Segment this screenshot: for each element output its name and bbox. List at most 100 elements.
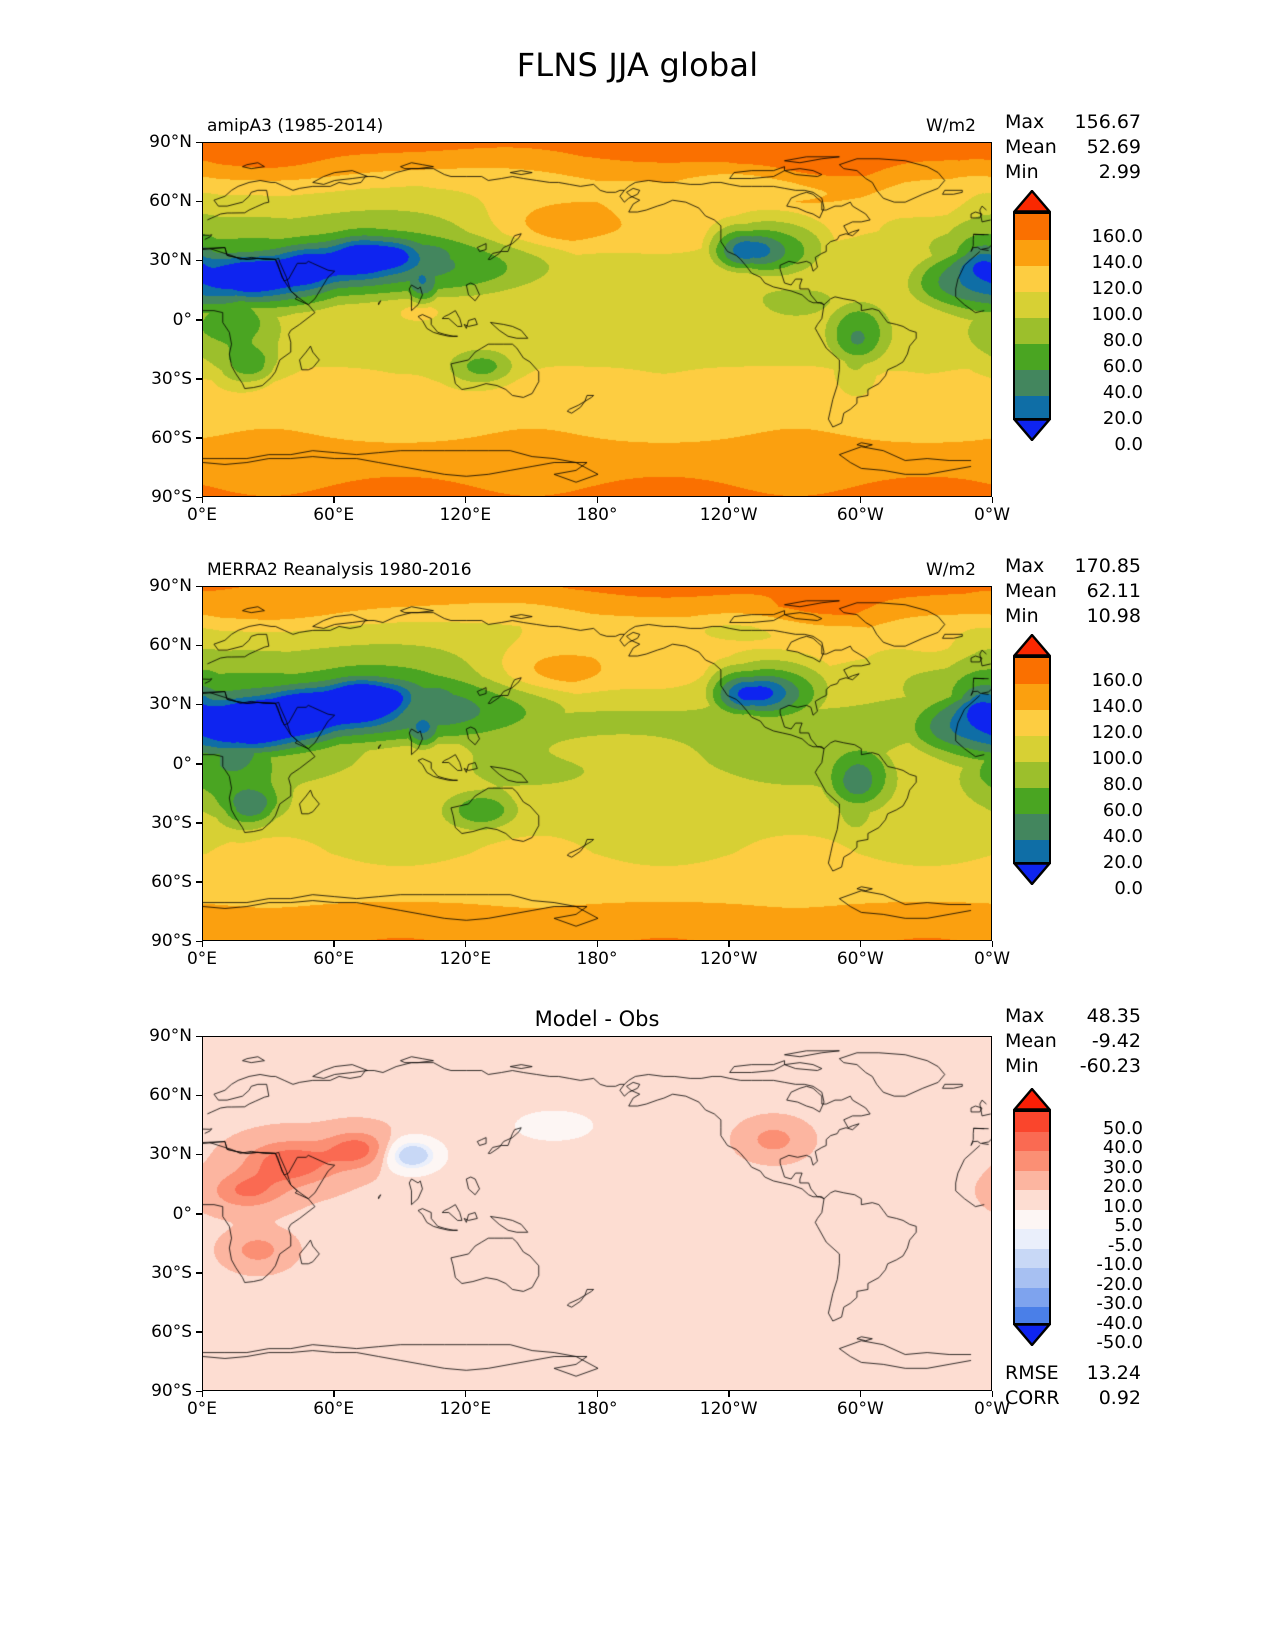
stat-row-mean: Mean 62.11: [1005, 579, 1141, 604]
y-tick-mark: [196, 881, 202, 883]
x-tick-mark: [464, 497, 467, 503]
colorbar-tick-label: 160.0: [1091, 670, 1143, 691]
footer-stat-value-rmse: 13.24: [1086, 1361, 1141, 1384]
footer-stat-label-rmse: RMSE: [1005, 1361, 1059, 1384]
y-tick-mark: [196, 1390, 202, 1392]
x-tick-label: 60°E: [313, 1399, 355, 1419]
y-tick-label: 30°N: [149, 250, 192, 271]
x-tick-mark: [464, 941, 467, 947]
y-tick-label: 60°S: [151, 1321, 192, 1342]
colorbar-tick-label: 120.0: [1091, 722, 1143, 743]
colorbar-tick-label: 80.0: [1102, 330, 1143, 351]
colorbar-tick-label: -20.0: [1096, 1273, 1143, 1295]
stat-row-max: Max 156.67: [1005, 110, 1141, 135]
x-tick-label: 120°W: [699, 949, 758, 969]
colorbar-tick-label: 0.0: [1114, 878, 1143, 899]
x-tick-mark: [728, 497, 730, 503]
colorbar-segment: [1015, 318, 1049, 344]
y-tick-label: 90°S: [151, 487, 192, 507]
colorbar-tick-label: 40.0: [1102, 826, 1143, 847]
y-tick-mark: [196, 378, 202, 380]
y-tick-mark: [196, 822, 202, 824]
colorbar-tick-label: 140.0: [1091, 252, 1143, 273]
y-tick-mark: [196, 763, 202, 765]
y-tick-label: 30°N: [149, 694, 192, 715]
colorbar-tick-label: 100.0: [1091, 304, 1143, 325]
map-difference: [202, 1036, 992, 1391]
colorbar-segment: [1015, 788, 1049, 814]
panel-title-obs: MERRA2 Reanalysis 1980-2016: [207, 560, 472, 580]
map-canvas-model: [203, 143, 991, 496]
x-tick-label: 0°E: [186, 505, 218, 525]
x-tick-label: 180°: [576, 1399, 618, 1419]
stat-row-mean: Mean -9.42: [1005, 1029, 1141, 1054]
y-tick-label: 30°N: [149, 1144, 192, 1165]
footer-stat-value-corr: 0.92: [1098, 1386, 1141, 1409]
colorbar-extend-top-icon: [1011, 1087, 1053, 1111]
y-tick-label: 60°N: [149, 1085, 192, 1106]
y-tick-mark: [196, 1094, 202, 1097]
colorbar-segment: [1015, 214, 1049, 240]
colorbar-tick-label: 30.0: [1102, 1156, 1143, 1178]
colorbar-segment: [1015, 762, 1049, 788]
colorbar-tick-label: 40.0: [1102, 1137, 1143, 1158]
figure-title: FLNS JJA global: [516, 46, 759, 84]
colorbar-tick-label: 140.0: [1091, 696, 1143, 717]
x-tick-mark: [333, 1391, 335, 1397]
x-tick-mark: [991, 497, 993, 503]
y-tick-label: 30°S: [151, 812, 192, 833]
colorbar-extend-bottom-icon: [1011, 1322, 1053, 1347]
y-tick-mark: [196, 319, 202, 321]
x-tick-mark: [596, 497, 598, 503]
y-tick-label: 0°: [172, 753, 192, 774]
colorbar-segment: [1015, 396, 1049, 418]
stat-row-min: Min 2.99: [1005, 160, 1141, 185]
y-tick-label: 60°S: [151, 427, 192, 448]
colorbar-segment: [1015, 1170, 1049, 1190]
colorbar-tick-label: 160.0: [1091, 226, 1143, 247]
colorbar-segment: [1015, 292, 1049, 318]
colorbar-tick-label: 100.0: [1091, 748, 1143, 769]
y-tick-label: 0°: [172, 309, 192, 330]
x-tick-label: 0°E: [186, 949, 218, 969]
y-tick-label: 30°S: [151, 1262, 192, 1283]
stat-label-min: Min: [1005, 161, 1039, 183]
y-tick-label: 90°S: [151, 1381, 192, 1401]
y-tick-mark: [196, 1331, 202, 1333]
stat-row-mean: Mean 52.69: [1005, 135, 1141, 160]
x-tick-mark: [333, 941, 335, 947]
colorbar-segment: [1015, 1190, 1049, 1210]
colorbar-extend-bottom-icon: [1011, 418, 1053, 442]
x-tick-mark: [991, 1391, 993, 1397]
y-tick-mark: [196, 644, 202, 647]
x-tick-label: 0°W: [973, 949, 1011, 969]
colorbar-tick-label: 60.0: [1102, 356, 1143, 377]
colorbar-segment: [1015, 710, 1049, 736]
stat-label-max: Max: [1005, 1005, 1045, 1027]
colorbar-tick-label: -5.0: [1107, 1234, 1143, 1256]
stat-value-max: 48.35: [1086, 1005, 1141, 1027]
x-tick-label: 120°E: [439, 1399, 492, 1419]
colorbar-tick-label: 40.0: [1102, 382, 1143, 403]
colorbar-tick-label: 20.0: [1102, 1176, 1143, 1197]
colorbar-segment: [1015, 1131, 1049, 1151]
y-tick-label: 90°S: [151, 931, 192, 951]
x-tick-label: 120°E: [439, 505, 492, 525]
panel-title-difference: Model - Obs: [534, 1007, 660, 1031]
x-tick-label: 0°W: [973, 1399, 1011, 1419]
stat-value-min: -60.23: [1079, 1055, 1141, 1077]
stats-block-difference: Max 48.35 Mean -9.42 Min -60.23: [1005, 1004, 1141, 1079]
stat-value-mean: -9.42: [1091, 1030, 1141, 1052]
y-tick-label: 60°S: [151, 871, 192, 892]
colorbar-extend-bottom-icon: [1011, 862, 1053, 886]
y-tick-label: 0°: [172, 1203, 192, 1224]
y-tick-mark: [196, 1153, 202, 1156]
x-tick-mark: [201, 497, 203, 503]
stat-value-min: 2.99: [1098, 161, 1141, 183]
colorbar-tick-label: -10.0: [1096, 1254, 1143, 1275]
stat-label-min: Min: [1005, 605, 1039, 627]
x-tick-mark: [333, 497, 335, 503]
stat-label-mean: Mean: [1005, 136, 1057, 158]
colorbar-extend-top-icon: [1011, 633, 1053, 657]
colorbar-tick-label: 20.0: [1102, 852, 1143, 873]
